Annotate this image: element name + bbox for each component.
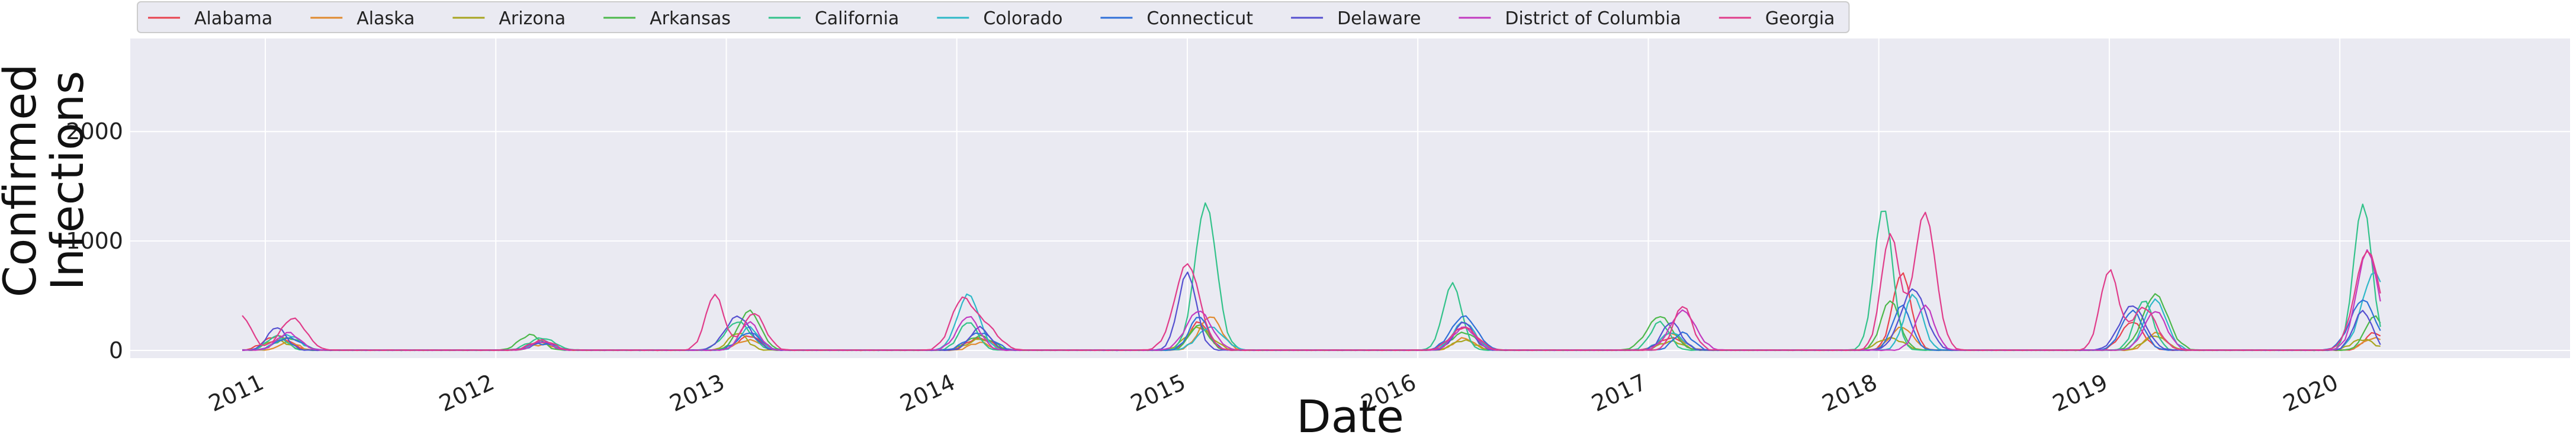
x-tick-label: 2020 [2279, 369, 2342, 417]
y-tick-label: 0 [109, 337, 123, 363]
grid [130, 38, 2570, 358]
series-lines [242, 202, 2381, 352]
legend-entry-label: Alabama [194, 8, 272, 29]
legend-entry-label: Colorado [983, 8, 1062, 29]
legend-entry-label: Arkansas [650, 8, 731, 29]
x-tick-label: 2018 [1818, 369, 1881, 417]
x-tick-labels: 2011 2012 2013 2014 2015 2016 2017 2018 2019 2020 [205, 369, 2342, 417]
series-line-georgia [242, 211, 2381, 352]
legend-entry-label: Georgia [1765, 8, 1835, 29]
y-tick-label: 1000 [66, 228, 123, 254]
x-tick-label: 2011 [205, 369, 268, 417]
x-tick-label: 2017 [1588, 369, 1650, 417]
y-tick-label: 2000 [66, 118, 123, 144]
x-tick-label: 2013 [666, 369, 728, 417]
legend-entry-label: Arizona [499, 8, 566, 29]
x-tick-label: 2015 [1127, 369, 1190, 417]
x-tick-label: 2012 [435, 369, 498, 417]
legend-entry-label: California [815, 8, 899, 29]
legend-entry-label: Connecticut [1146, 8, 1253, 29]
legend: Alabama Alaska Arizona Arkansas California Co… [137, 1, 1850, 33]
legend-entry-label: Alaska [356, 8, 415, 29]
legend-entry-label: Delaware [1337, 8, 1421, 29]
legend-frame [137, 1, 1850, 33]
legend-entry-label: District of Columbia [1505, 8, 1681, 29]
y-tick-labels: 0 1000 2000 [66, 118, 123, 363]
x-tick-label: 2019 [2048, 369, 2111, 417]
y-axis-label: ConfirmedInfections [0, 64, 94, 298]
x-axis-label: Date [1296, 390, 1404, 441]
x-tick-label: 2014 [896, 369, 959, 417]
